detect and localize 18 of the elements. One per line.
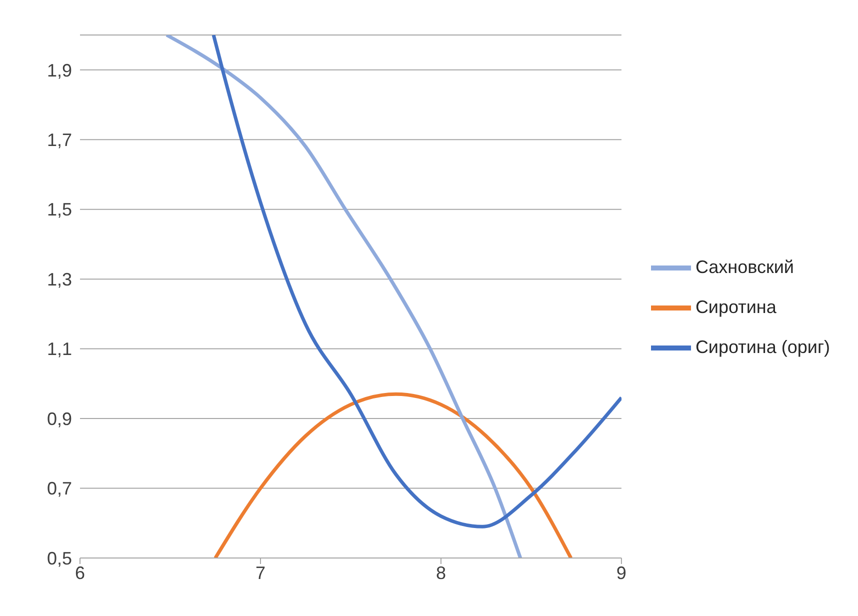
legend-label: Сахновский (695, 256, 794, 277)
x-tick-label: 9 (616, 562, 626, 583)
x-tick-label: 6 (74, 562, 86, 583)
y-tick-label: 0,9 (46, 408, 72, 429)
y-tick-label: 1,3 (46, 269, 72, 290)
x-tick-label: 8 (436, 562, 446, 583)
line-series (164, 35, 522, 558)
y-tick-label: 0,7 (46, 478, 72, 499)
y-tick-label: 1,9 (46, 60, 72, 80)
y-tick-label: 1,7 (46, 130, 72, 150)
line-series (214, 392, 573, 558)
line-series (212, 35, 622, 528)
y-tick-label: 1,5 (46, 200, 72, 220)
y-tick-label: 0,5 (46, 548, 72, 568)
legend-label: Сиротина (ориг) (695, 336, 830, 357)
x-tick-label: 7 (255, 562, 266, 583)
legend-label: Сиротина (695, 296, 776, 317)
y-tick-label: 1,1 (46, 339, 72, 360)
